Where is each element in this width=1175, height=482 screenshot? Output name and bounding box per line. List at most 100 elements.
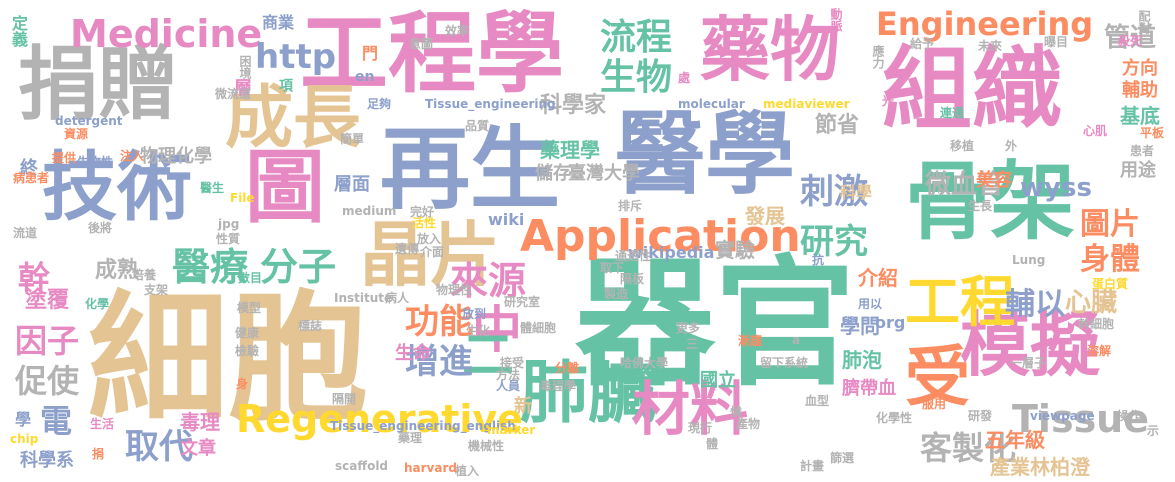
- cloud-word: 生化: [466, 324, 491, 338]
- cloud-word: 物理性: [436, 283, 473, 297]
- cloud-word: 晶片: [360, 214, 500, 296]
- cloud-word: detergent: [55, 114, 123, 128]
- cloud-word: 刺激: [800, 172, 868, 212]
- cloud-word: 材料: [632, 375, 749, 443]
- cloud-word: 移植: [950, 139, 975, 153]
- cloud-word: 身: [236, 377, 249, 391]
- cloud-word: 漸趨: [738, 334, 763, 348]
- cloud-word: 示: [1147, 424, 1160, 438]
- cloud-word: 二: [462, 326, 515, 386]
- cloud-word: 化學: [85, 297, 110, 311]
- cloud-word: 工程學: [300, 2, 565, 105]
- cloud-word: 科學系: [20, 450, 74, 471]
- cloud-word: 藥理學: [540, 138, 600, 162]
- cloud-word: 基底: [1120, 104, 1160, 128]
- cloud-word: 健康: [235, 326, 260, 340]
- cloud-word: 分離: [555, 361, 580, 375]
- cloud-word: marker: [487, 423, 536, 437]
- cloud-word: 殺死: [1118, 34, 1143, 48]
- cloud-word: 組織: [882, 37, 1062, 142]
- cloud-word: 外: [1005, 139, 1018, 153]
- cloud-word: 蛋白質: [1092, 277, 1129, 291]
- cloud-word: 國立: [700, 370, 736, 391]
- cloud-word: scaffold: [335, 459, 389, 473]
- cloud-word: viewpage: [1030, 409, 1095, 423]
- cloud-word: 簡單: [340, 132, 365, 146]
- cloud-word: 醫學: [615, 102, 795, 207]
- cloud-word: 機械性: [468, 439, 505, 453]
- cloud-word: 骨架: [905, 153, 1076, 252]
- cloud-word: 性質: [216, 232, 241, 246]
- cloud-word: 產業林柏澄: [990, 455, 1090, 479]
- cloud-word: 再生: [380, 117, 560, 222]
- cloud-word: 成熟: [95, 258, 140, 283]
- cloud-word: 物理化學: [140, 146, 212, 167]
- cloud-word: molecular: [678, 97, 745, 111]
- cloud-word: 促使: [15, 362, 80, 400]
- cloud-word: 製造: [604, 287, 629, 301]
- cloud-word: Tissue: [1012, 397, 1150, 441]
- cloud-word: Application: [520, 211, 801, 262]
- cloud-word: 給予: [910, 37, 935, 51]
- cloud-word: 人員: [496, 379, 521, 393]
- cloud-word: 幹: [18, 259, 51, 297]
- cloud-word: 捐: [92, 447, 105, 461]
- cloud-word: 增進: [405, 342, 473, 382]
- cloud-word: 微血管: [925, 170, 1004, 200]
- cloud-word: 工程: [905, 270, 1016, 334]
- cloud-word: 電: [40, 402, 73, 440]
- cloud-word: 文章: [180, 438, 216, 459]
- cloud-word: 細胞: [88, 278, 369, 441]
- cloud-word: 醫生: [200, 181, 225, 195]
- cloud-word: 介紹: [858, 266, 898, 290]
- cloud-word: 燒: [730, 405, 743, 419]
- cloud-word: 商業: [262, 13, 295, 32]
- cloud-word: 模擬: [960, 304, 1100, 386]
- cloud-word: 植入: [455, 464, 480, 478]
- cloud-word: 後將: [88, 221, 113, 235]
- cloud-word: Engineering: [876, 5, 1094, 43]
- cloud-word: 取下: [600, 261, 625, 275]
- cloud-word: 培養: [132, 268, 157, 282]
- cloud-word: 心肌: [1083, 124, 1108, 138]
- cloud-word: medium: [342, 204, 397, 218]
- cloud-word: Medicine: [70, 12, 263, 56]
- cloud-word: 數目: [238, 271, 263, 285]
- cloud-word: 效率: [445, 24, 470, 38]
- cloud-word: 取代: [125, 427, 193, 467]
- cloud-word: 隔板: [620, 272, 645, 286]
- cloud-word: 分子: [260, 245, 337, 289]
- cloud-word: 計畫: [800, 459, 825, 473]
- cloud-word: 中: [472, 301, 522, 359]
- cloud-word: 動脈: [829, 8, 843, 32]
- cloud-word: 研究: [800, 222, 868, 262]
- cloud-word: 毒理: [180, 410, 220, 434]
- cloud-word: wiki: [488, 210, 525, 229]
- cloud-word: 因子: [15, 322, 80, 360]
- cloud-word: 儲存: [535, 163, 571, 184]
- cloud-word: 體細胞: [520, 321, 557, 335]
- cloud-word: 足夠: [367, 97, 392, 111]
- cloud-word: 排斥: [618, 199, 643, 213]
- cloud-word: 病人: [385, 291, 410, 305]
- cloud-word: 新: [514, 396, 532, 417]
- cloud-word: 捐贈: [18, 38, 178, 131]
- cloud-word: 現行: [688, 421, 713, 435]
- cloud-word: 生活: [90, 417, 115, 431]
- cloud-word: File: [230, 191, 255, 205]
- cloud-word: Lung: [1012, 253, 1046, 267]
- cloud-word: 研究室: [504, 295, 541, 309]
- cloud-word: 用途: [1120, 160, 1156, 181]
- cloud-word: 困境: [238, 55, 252, 79]
- cloud-word: 臍帶血: [842, 378, 896, 399]
- cloud-word: Tissue_engineering: [425, 97, 556, 111]
- cloud-word: 科學家: [540, 93, 607, 118]
- cloud-word: Tissue_engineering_english: [330, 419, 516, 433]
- cloud-word: 流程: [600, 17, 673, 58]
- cloud-word: 成長: [225, 79, 362, 158]
- cloud-word: 抗: [812, 253, 825, 267]
- cloud-word: Institute: [334, 291, 393, 305]
- cloud-word: 病患者: [13, 171, 50, 185]
- cloud-word: 產物: [736, 417, 761, 431]
- cloud-word: 放到: [462, 307, 487, 321]
